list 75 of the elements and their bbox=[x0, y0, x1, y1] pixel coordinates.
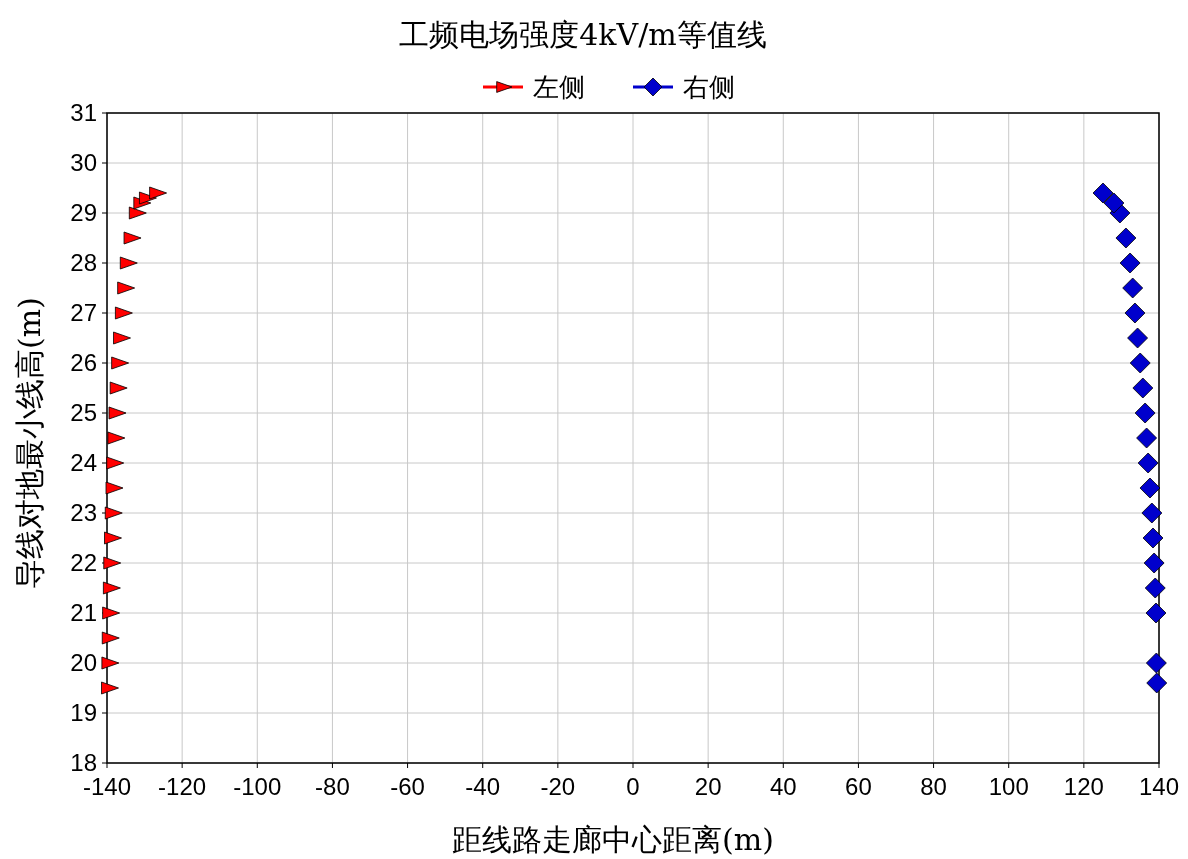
x-tick-label: 120 bbox=[1063, 773, 1104, 800]
point bbox=[1124, 302, 1146, 324]
x-tick-label: -40 bbox=[465, 773, 501, 800]
point bbox=[1103, 192, 1125, 214]
point bbox=[1143, 552, 1165, 574]
y-tick-label: 20 bbox=[70, 649, 97, 676]
x-tick-label: -60 bbox=[390, 773, 425, 800]
point bbox=[1115, 227, 1137, 249]
point bbox=[101, 656, 120, 670]
point bbox=[115, 306, 133, 320]
y-tick-label: 25 bbox=[70, 399, 97, 426]
legend-label: 左侧 bbox=[533, 72, 585, 102]
y-tick-label: 24 bbox=[70, 449, 97, 476]
point bbox=[109, 381, 128, 395]
point bbox=[101, 631, 120, 645]
x-tick-label: -100 bbox=[233, 773, 282, 800]
point bbox=[1132, 377, 1154, 399]
point bbox=[123, 231, 142, 245]
point bbox=[128, 206, 147, 220]
point bbox=[1122, 277, 1144, 299]
point bbox=[1146, 672, 1168, 694]
point bbox=[1141, 502, 1163, 524]
x-tick-label: 60 bbox=[845, 773, 872, 800]
point bbox=[104, 506, 123, 520]
y-tick-label: 21 bbox=[70, 599, 97, 626]
point bbox=[1129, 352, 1151, 374]
y-tick-label: 26 bbox=[70, 349, 97, 376]
point bbox=[1145, 652, 1167, 674]
x-axis-title: 距线路走廊中心距离(m) bbox=[452, 822, 774, 857]
point bbox=[119, 256, 138, 270]
point bbox=[1136, 427, 1157, 449]
point bbox=[104, 531, 122, 545]
y-tick-label: 28 bbox=[70, 249, 97, 276]
point bbox=[108, 406, 127, 420]
y-tick-label: 30 bbox=[70, 149, 97, 176]
y-tick-label: 29 bbox=[70, 199, 97, 226]
chart-title: 工频电场强度4kV/m等值线 bbox=[399, 17, 767, 52]
point bbox=[106, 456, 125, 470]
point bbox=[102, 581, 121, 595]
point bbox=[1119, 252, 1141, 274]
y-tick-label: 27 bbox=[70, 299, 97, 326]
point bbox=[1139, 477, 1161, 499]
y-tick-label: 19 bbox=[70, 699, 97, 726]
point bbox=[107, 431, 126, 445]
point bbox=[101, 681, 119, 695]
point bbox=[1142, 527, 1164, 549]
x-tick-label: -140 bbox=[82, 773, 132, 800]
x-tick-label: 20 bbox=[694, 773, 722, 800]
point bbox=[1144, 577, 1166, 599]
y-tick-label: 18 bbox=[70, 749, 97, 776]
x-tick-label: -120 bbox=[158, 773, 207, 800]
point bbox=[1145, 602, 1167, 624]
point bbox=[1127, 327, 1148, 349]
y-tick-label: 31 bbox=[70, 99, 97, 126]
point bbox=[113, 331, 131, 345]
point bbox=[1137, 452, 1159, 474]
point bbox=[105, 481, 124, 495]
y-axis-title: 导线对地最小线高(m) bbox=[12, 297, 47, 589]
point bbox=[111, 356, 130, 370]
point bbox=[149, 186, 167, 200]
x-tick-label: 140 bbox=[1138, 773, 1180, 800]
point bbox=[103, 556, 122, 570]
point bbox=[117, 281, 136, 295]
point bbox=[1134, 402, 1156, 424]
y-tick-label: 22 bbox=[70, 549, 97, 576]
point bbox=[102, 606, 121, 620]
point bbox=[1092, 182, 1114, 204]
x-tick-label: -80 bbox=[315, 773, 350, 800]
x-tick-label: 40 bbox=[769, 773, 797, 800]
x-tick-label: 80 bbox=[920, 773, 947, 800]
x-tick-label: 0 bbox=[626, 773, 640, 800]
legend-label: 右侧 bbox=[683, 72, 735, 102]
y-tick-label: 23 bbox=[70, 499, 97, 526]
x-tick-label: -20 bbox=[540, 773, 576, 800]
x-tick-label: 100 bbox=[988, 773, 1029, 800]
